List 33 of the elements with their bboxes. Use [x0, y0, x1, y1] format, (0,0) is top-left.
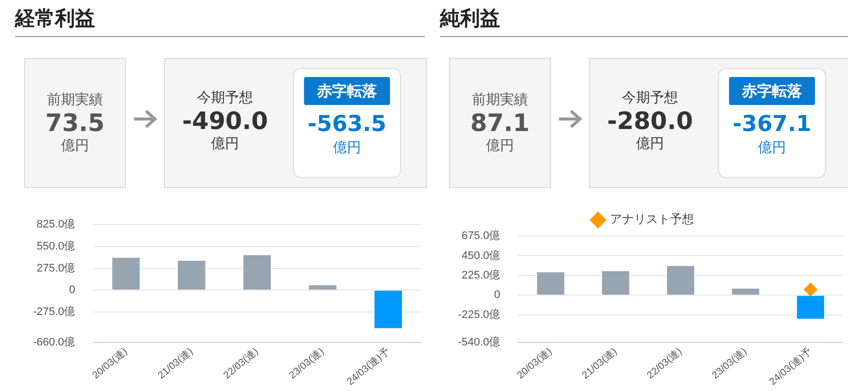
text: 73.5: [44, 109, 106, 137]
text: 億円: [210, 135, 240, 153]
text: 赤字転落: [304, 77, 390, 105]
text: 赤字転落: [729, 77, 815, 105]
text: 今期予想: [196, 89, 254, 107]
text: 今期予想: [621, 89, 679, 107]
y-tick-label: -540.0億: [458, 336, 500, 349]
text: 億円: [60, 137, 90, 155]
text: 億円: [757, 139, 787, 157]
text: -367.1: [732, 111, 812, 139]
y-tick-label: -660.0億: [32, 336, 76, 349]
y-tick-label: 0: [69, 284, 76, 296]
text: 純利益: [440, 4, 848, 37]
text: 前期実績: [471, 91, 529, 109]
text: 億円: [332, 139, 362, 157]
y-tick-label: 825.0億: [36, 218, 76, 231]
text: 前期実績: [46, 91, 104, 109]
y-tick-label: 0: [494, 289, 500, 302]
text: 87.1: [469, 109, 531, 137]
text: -490.0: [181, 107, 269, 135]
y-tick-label: 450.0億: [462, 248, 500, 262]
text: -280.0: [606, 107, 694, 135]
text: -563.5: [306, 111, 388, 139]
text: 億円: [635, 135, 665, 153]
text: 経常利益: [15, 4, 425, 37]
text: 億円: [485, 137, 515, 155]
y-tick-label: 675.0億: [462, 229, 500, 242]
y-tick-label: -225.0億: [458, 308, 500, 321]
legend-label: アナリスト予想: [610, 212, 694, 226]
y-tick-label: 550.0億: [36, 239, 76, 252]
y-tick-label: -275.0億: [32, 305, 76, 318]
y-tick-label: 225.0億: [462, 268, 500, 282]
y-tick-label: 275.0億: [36, 261, 76, 274]
